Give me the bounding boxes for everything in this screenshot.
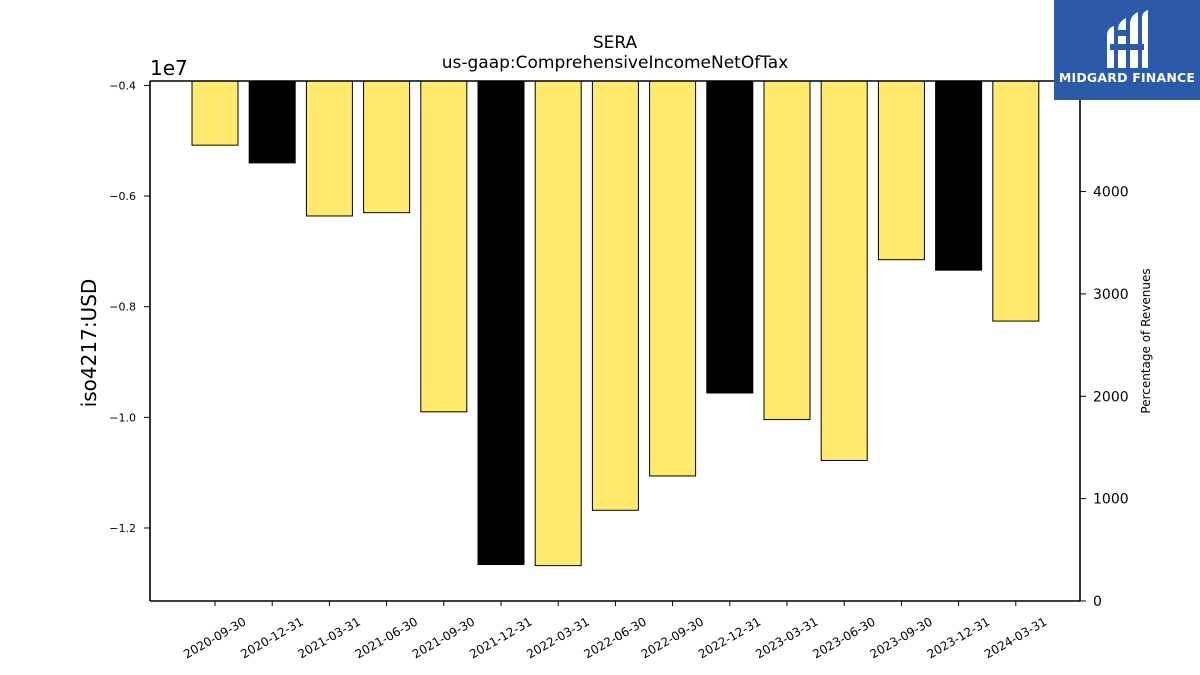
x-tick-label: 2022-12-31 [696, 614, 763, 661]
bar [248, 80, 296, 164]
y2-tick-label: 1000 [1093, 492, 1129, 508]
bar [935, 80, 983, 271]
x-tick-label: 2022-03-31 [524, 614, 591, 661]
x-tick-label: 2021-06-30 [353, 614, 420, 661]
chart-subtitle: us-gaap:ComprehensiveIncomeNetOfTax [442, 53, 789, 73]
x-tick-label: 2023-09-30 [867, 614, 934, 661]
bar [420, 80, 468, 413]
x-tick-label: 2023-12-31 [925, 614, 992, 661]
logo-mark-icon [1107, 10, 1148, 68]
y-axis-label: iso4217:USD [77, 279, 101, 408]
y-tick-label: −0.6 [109, 190, 136, 203]
y2-tick-label: 4000 [1093, 185, 1129, 201]
x-tick-label: 2023-03-31 [753, 614, 820, 661]
x-tick-label: 2022-06-30 [581, 614, 648, 661]
bar [305, 80, 353, 217]
y-tick-label: −1.0 [109, 411, 136, 424]
x-tick-label: 2024-03-31 [982, 614, 1049, 661]
x-tick-label: 2023-06-30 [810, 614, 877, 661]
bar [477, 80, 525, 565]
x-tick-label: 2022-09-30 [639, 614, 706, 661]
y2-tick-label: 2000 [1093, 389, 1129, 405]
y-tick-label: −1.2 [109, 522, 136, 535]
y2-axis-label: Percentage of Revenues [1139, 268, 1153, 413]
x-tick-label: 2020-12-31 [238, 614, 305, 661]
bar [877, 80, 925, 261]
bars-group [191, 80, 1040, 567]
x-tick-label: 2021-03-31 [295, 614, 362, 661]
y-offset-label: 1e7 [150, 56, 188, 80]
y-tick-label: −0.8 [109, 301, 136, 314]
bar [820, 80, 868, 461]
y2-tick-label: 0 [1093, 594, 1102, 610]
x-tick-label: 2020-09-30 [181, 614, 248, 661]
bar [363, 80, 411, 214]
bar [763, 80, 811, 421]
chart-title: SERA [593, 33, 638, 53]
y2-tick-label: 3000 [1093, 287, 1129, 303]
bar [591, 80, 639, 511]
logo-text: MIDGARD FINANCE [1058, 70, 1196, 85]
bar [992, 80, 1040, 322]
x-tick-label: 2021-09-30 [410, 614, 477, 661]
bar [191, 80, 239, 146]
x-tick-label: 2021-12-31 [467, 614, 534, 661]
y-tick-label: −0.4 [109, 79, 136, 92]
midgard-finance-logo: MIDGARD FINANCE [1054, 0, 1200, 100]
bar [534, 80, 582, 567]
bar [706, 80, 754, 394]
bar [649, 80, 697, 477]
